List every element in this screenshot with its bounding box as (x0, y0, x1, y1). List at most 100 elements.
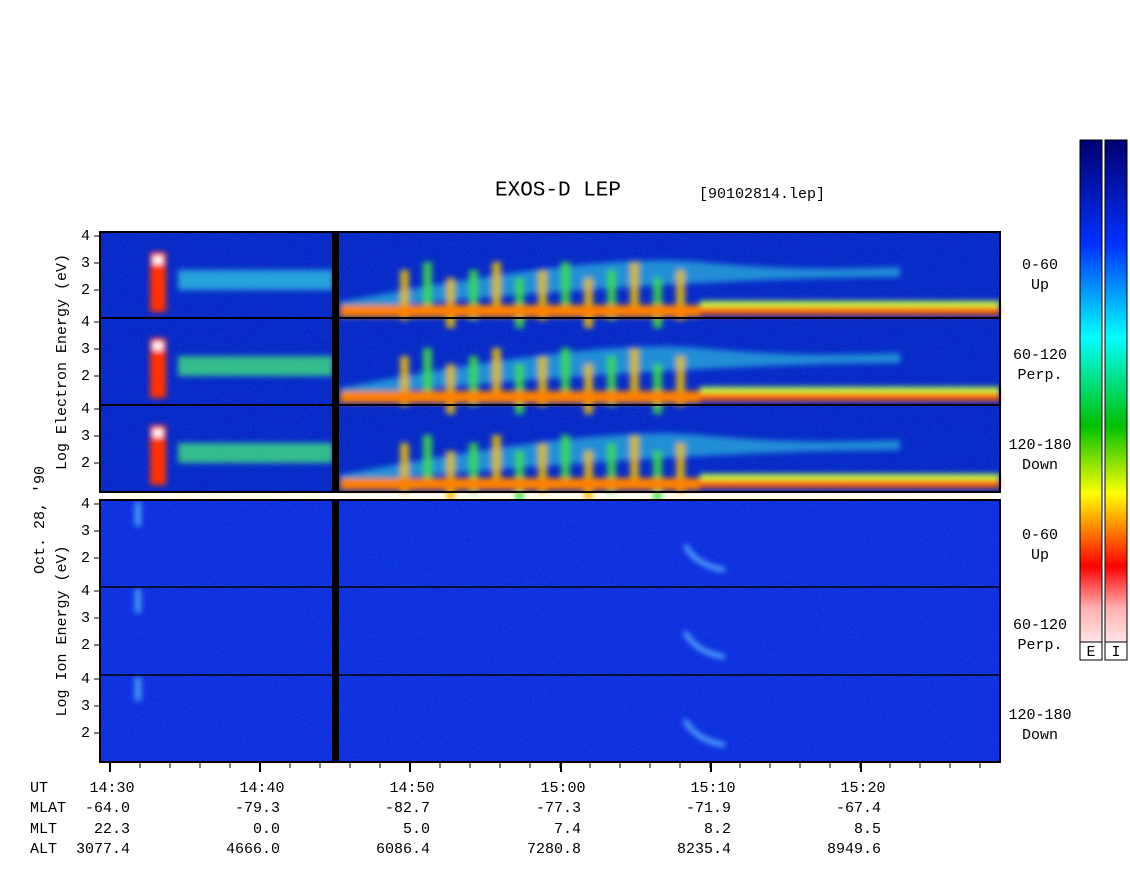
time-label: 15:10 (690, 780, 735, 797)
burst (446, 451, 455, 501)
row-value: 8949.6 (827, 841, 881, 858)
burst (538, 356, 547, 406)
row-label: ALT (30, 841, 57, 858)
row-value: 5.0 (403, 821, 430, 838)
burst (469, 356, 478, 406)
pitch-label: 120-180 (1008, 707, 1071, 724)
row-value: 8.2 (704, 821, 731, 838)
time-label: 15:20 (840, 780, 885, 797)
color-bar-label: E (1086, 644, 1095, 661)
file-name: [90102814.lep] (699, 186, 825, 203)
y-tick-label: 4 (81, 228, 90, 245)
color-bar (1079, 139, 1103, 661)
y-tick-label: 4 (81, 496, 90, 513)
band (340, 346, 900, 396)
feature (683, 631, 726, 659)
low-band (340, 305, 700, 317)
feature (135, 502, 141, 526)
low-band (340, 391, 700, 403)
burst (538, 443, 547, 493)
y-tick-label: 4 (81, 583, 90, 600)
color-bar-box (1079, 641, 1103, 661)
y-tick-label: 3 (81, 428, 90, 445)
burst (400, 356, 409, 406)
burst (423, 435, 432, 485)
burst (492, 348, 501, 398)
burst (607, 270, 616, 320)
burst (676, 443, 685, 493)
burst (676, 356, 685, 406)
row-value: 8235.4 (677, 841, 731, 858)
burst (423, 348, 432, 398)
burst (150, 252, 166, 312)
low-band (700, 301, 1000, 307)
y-tick-label: 2 (81, 455, 90, 472)
burst-core (153, 342, 163, 350)
burst (630, 435, 639, 485)
band (178, 443, 333, 463)
y-tick-label: 2 (81, 550, 90, 567)
burst (607, 356, 616, 406)
pitch-label: 0-60 (1022, 527, 1058, 544)
data-gap (332, 500, 339, 762)
pitch-label: 60-120 (1013, 617, 1067, 634)
species-axis-label: Log Ion Energy (eV) (54, 545, 71, 716)
row-value: -67.4 (836, 800, 881, 817)
burst (446, 278, 455, 328)
y-tick-label: 3 (81, 255, 90, 272)
burst (492, 262, 501, 312)
burst (653, 451, 662, 501)
feature (135, 589, 141, 613)
burst (630, 348, 639, 398)
y-tick-label: 2 (81, 282, 90, 299)
row-value: -82.7 (385, 800, 430, 817)
feature (683, 719, 726, 747)
low-band (340, 478, 700, 490)
direction-label: Down (1022, 457, 1058, 474)
row-value: 3077.4 (76, 841, 130, 858)
row-value: -79.3 (235, 800, 280, 817)
y-tick-label: 2 (81, 368, 90, 385)
burst (653, 278, 662, 328)
color-bar-box (1104, 641, 1128, 661)
y-tick-label: 4 (81, 314, 90, 331)
burst (538, 270, 547, 320)
data-gap (332, 232, 339, 492)
color-bar-label: I (1111, 644, 1120, 661)
feature (135, 677, 141, 701)
burst (584, 278, 593, 328)
date-label: Oct. 28, '90 (32, 466, 49, 574)
noise (100, 500, 1000, 762)
burst (150, 425, 166, 485)
burst (584, 364, 593, 414)
burst (400, 270, 409, 320)
band (178, 356, 333, 376)
burst (446, 364, 455, 414)
features (150, 252, 1000, 501)
low-band (700, 387, 1000, 393)
burst (515, 278, 524, 328)
row-value: 7.4 (554, 821, 581, 838)
row-label: MLAT (30, 800, 66, 817)
burst (469, 443, 478, 493)
row-value: 22.3 (94, 821, 130, 838)
time-label: 14:30 (89, 780, 134, 797)
row-value: -64.0 (85, 800, 130, 817)
pitch-label: 120-180 (1008, 437, 1071, 454)
band (178, 270, 333, 290)
y-tick-label: 2 (81, 725, 90, 742)
burst (469, 270, 478, 320)
burst-core (153, 256, 163, 264)
band (340, 260, 900, 310)
low-band (700, 480, 1000, 488)
burst (515, 364, 524, 414)
burst (423, 262, 432, 312)
burst-core (153, 429, 163, 437)
direction-label: Up (1031, 277, 1049, 294)
burst (676, 270, 685, 320)
row-value: 8.5 (854, 821, 881, 838)
row-value: -71.9 (686, 800, 731, 817)
time-label: 14:50 (389, 780, 434, 797)
feature (683, 544, 726, 572)
burst (400, 443, 409, 493)
